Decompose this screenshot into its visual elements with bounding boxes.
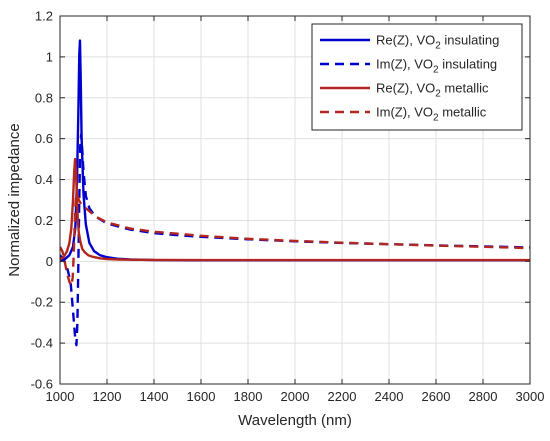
legend-label-tail: insulating [441, 33, 500, 48]
x-axis-label: Wavelength (nm) [238, 412, 352, 429]
legend-box [311, 23, 523, 131]
x-tick-label: 2800 [469, 389, 498, 404]
legend-label-main: Re(Z), VO [376, 81, 435, 96]
y-tick-label: 0.2 [35, 213, 53, 228]
x-tick-label: 1800 [234, 389, 263, 404]
legend-label-2: Im(Z), VO2 insulating [376, 57, 497, 76]
y-tick-label: 1.2 [35, 9, 53, 24]
x-tick-label: 3000 [516, 389, 545, 404]
legend-label-main: Im(Z), VO [376, 105, 433, 120]
legend-label-main: Im(Z), VO [376, 57, 433, 72]
x-tick-label: 1000 [46, 389, 75, 404]
x-tick-label: 2600 [422, 389, 451, 404]
x-tick-label: 1600 [187, 389, 216, 404]
x-tick-label: 1400 [140, 389, 169, 404]
legend-label-tail: metallic [441, 81, 489, 96]
legend-label-subscript: 2 [435, 41, 441, 52]
x-tick-label: 2000 [281, 389, 310, 404]
legend-label-1: Re(Z), VO2 insulating [376, 33, 499, 52]
y-tick-label: 0.4 [35, 172, 53, 187]
series-line-3 [60, 157, 530, 262]
legend-label-main: Re(Z), VO [376, 33, 435, 48]
series-group [60, 39, 530, 347]
y-tick-label: 0.8 [35, 90, 53, 105]
y-tick-label: -0.6 [31, 377, 53, 392]
legend-label-4: Im(Z), VO2 metallic [376, 105, 487, 124]
y-axis-label: Normalized impedance [6, 123, 23, 276]
legend-label-subscript: 2 [435, 89, 441, 100]
legend-label-tail: metallic [439, 105, 487, 120]
legend-label-tail: insulating [439, 57, 498, 72]
legend-label-subscript: 2 [433, 65, 439, 76]
y-tick-label: 1 [46, 49, 53, 64]
y-tick-label: 0 [46, 254, 53, 269]
legend-label-subscript: 2 [433, 113, 439, 124]
legend-label-3: Re(Z), VO2 metallic [376, 81, 489, 100]
y-tick-label: 0.6 [35, 131, 53, 146]
y-tick-label: -0.2 [31, 295, 53, 310]
x-tick-label: 1200 [93, 389, 122, 404]
x-tick-label: 2200 [328, 389, 357, 404]
x-tick-label: 2400 [375, 389, 404, 404]
y-tick-label: -0.4 [31, 336, 53, 351]
